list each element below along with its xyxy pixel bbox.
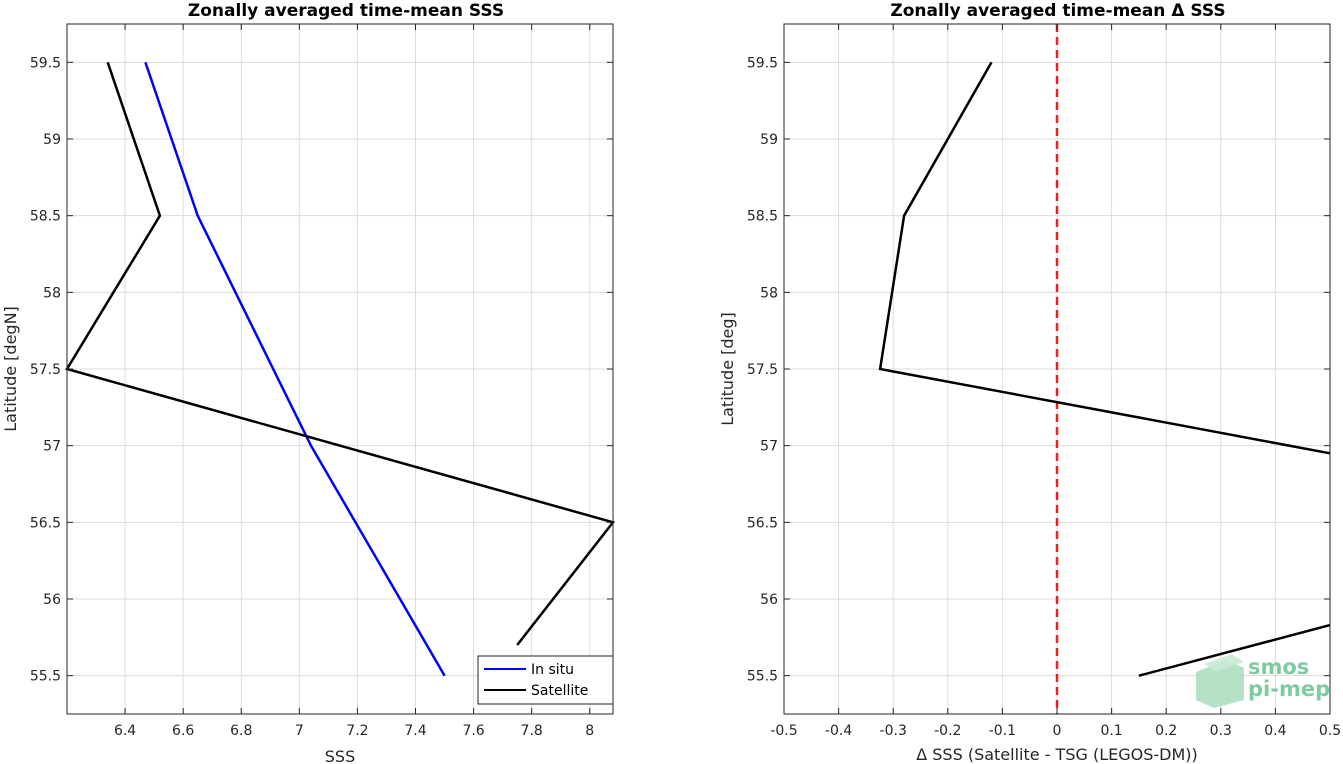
delta-sss-axes-frame [783,23,1331,715]
sss-y-tick-label: 56.5 [30,515,61,531]
in-situ-series-line [144,61,446,677]
delta-sss-y-tick-label: 59.5 [747,55,778,71]
sss-y-tick-label: 59.5 [30,55,61,71]
legend-box [477,655,614,705]
sss-y-tick-label: 57.5 [30,362,61,378]
delta-sss-x-axis-label: Δ SSS (Satellite - TSG (LEGOS-DM)) [916,745,1198,764]
sss-panel-title: Zonally averaged time-mean SSS [188,1,504,21]
delta-sss-x-tick-label: 0.1 [1100,723,1122,739]
sss-y-tick-label: 59 [43,132,61,148]
sss-x-tick-label: 6.4 [114,723,136,739]
smos-pi-mep-logo: smos pi-mep [1196,654,1330,708]
sss-legend: In situ Satellite [477,655,614,705]
sss-y-axis-label: Latitude [degN] [1,306,20,432]
delta-sss-x-tick-label: -0.3 [880,723,907,739]
sss-grid [67,24,613,714]
delta-sss-x-tick-label: 0.5 [1319,723,1341,739]
delta-sss-series [878,24,1331,714]
delta-sss-x-tick-label: 0.2 [1155,723,1177,739]
delta-sss-y-tick-label: 55.5 [747,669,778,685]
sss-panel: Zonally averaged time-mean SSS 6.4 6.6 6.8… [1,1,616,764]
delta-sss-x-tick-label: 0 [1053,723,1062,739]
delta-sss-x-tick-label: 0.4 [1264,723,1286,739]
delta-sss-x-tick-label: 0.3 [1210,723,1232,739]
satellite-series-line [65,61,616,646]
delta-sss-panel-title: Zonally averaged time-mean Δ SSS [890,1,1225,21]
sss-x-tick-label: 6.6 [172,723,194,739]
delta-sss-x-tick-label: -0.5 [770,723,797,739]
delta-sss-y-tick-label: 57.5 [747,362,778,378]
sss-x-tick-label: 7.8 [521,723,543,739]
legend-satellite-label: Satellite [531,683,588,699]
sss-x-tick-label: 7.4 [404,723,426,739]
sss-x-axis-label: SSS [325,747,355,764]
sss-x-tick-label: 7.2 [346,723,368,739]
sss-x-tick-label: 8 [585,723,594,739]
sss-y-tick-label: 58.5 [30,209,61,225]
delta-sss-y-tick-label: 59 [760,132,778,148]
delta-sss-series-line [1138,623,1331,677]
sss-axes-frame [66,23,614,715]
delta-sss-y-tick-label: 58.5 [747,209,778,225]
delta-sss-y-axis-label: Latitude [deg] [718,312,737,426]
legend-in-situ-label: In situ [531,662,574,678]
sss-y-tick-label: 56 [43,592,61,608]
delta-sss-y-tick-label: 56.5 [747,515,778,531]
delta-sss-y-tick-label: 57 [760,439,778,455]
logo-cube-top [1204,654,1244,672]
sss-x-tick-label: 6.8 [230,723,252,739]
logo-text-smos: smos [1248,655,1309,679]
logo-cube-shape [1196,660,1244,708]
sss-y-tick-label: 58 [43,285,61,301]
delta-sss-x-tick-label: -0.2 [934,723,961,739]
sss-ticks: 6.4 6.6 6.8 7 7.2 7.4 7.6 7.8 8 55.5 56 56.5 57 57.5 5… [30,24,613,739]
delta-sss-x-tick-label: -0.4 [825,723,852,739]
logo-text-pi-mep: pi-mep [1248,677,1330,701]
delta-sss-x-tick-label: -0.1 [989,723,1016,739]
sss-y-tick-label: 55.5 [30,669,61,685]
delta-sss-y-tick-label: 58 [760,285,778,301]
delta-sss-series-line [878,61,1331,455]
sss-y-tick-label: 57 [43,439,61,455]
sss-x-tick-label: 7 [295,723,304,739]
delta-sss-y-tick-label: 56 [760,592,778,608]
sss-x-tick-label: 7.6 [462,723,484,739]
delta-sss-panel: Zonally averaged time-mean Δ SSS -0.5 -0.… [718,1,1341,764]
delta-sss-ticks: -0.5 -0.4 -0.3 -0.2 -0.1 0 0.1 0.2 0.3 0.4 0.5 55.5… [747,24,1341,739]
